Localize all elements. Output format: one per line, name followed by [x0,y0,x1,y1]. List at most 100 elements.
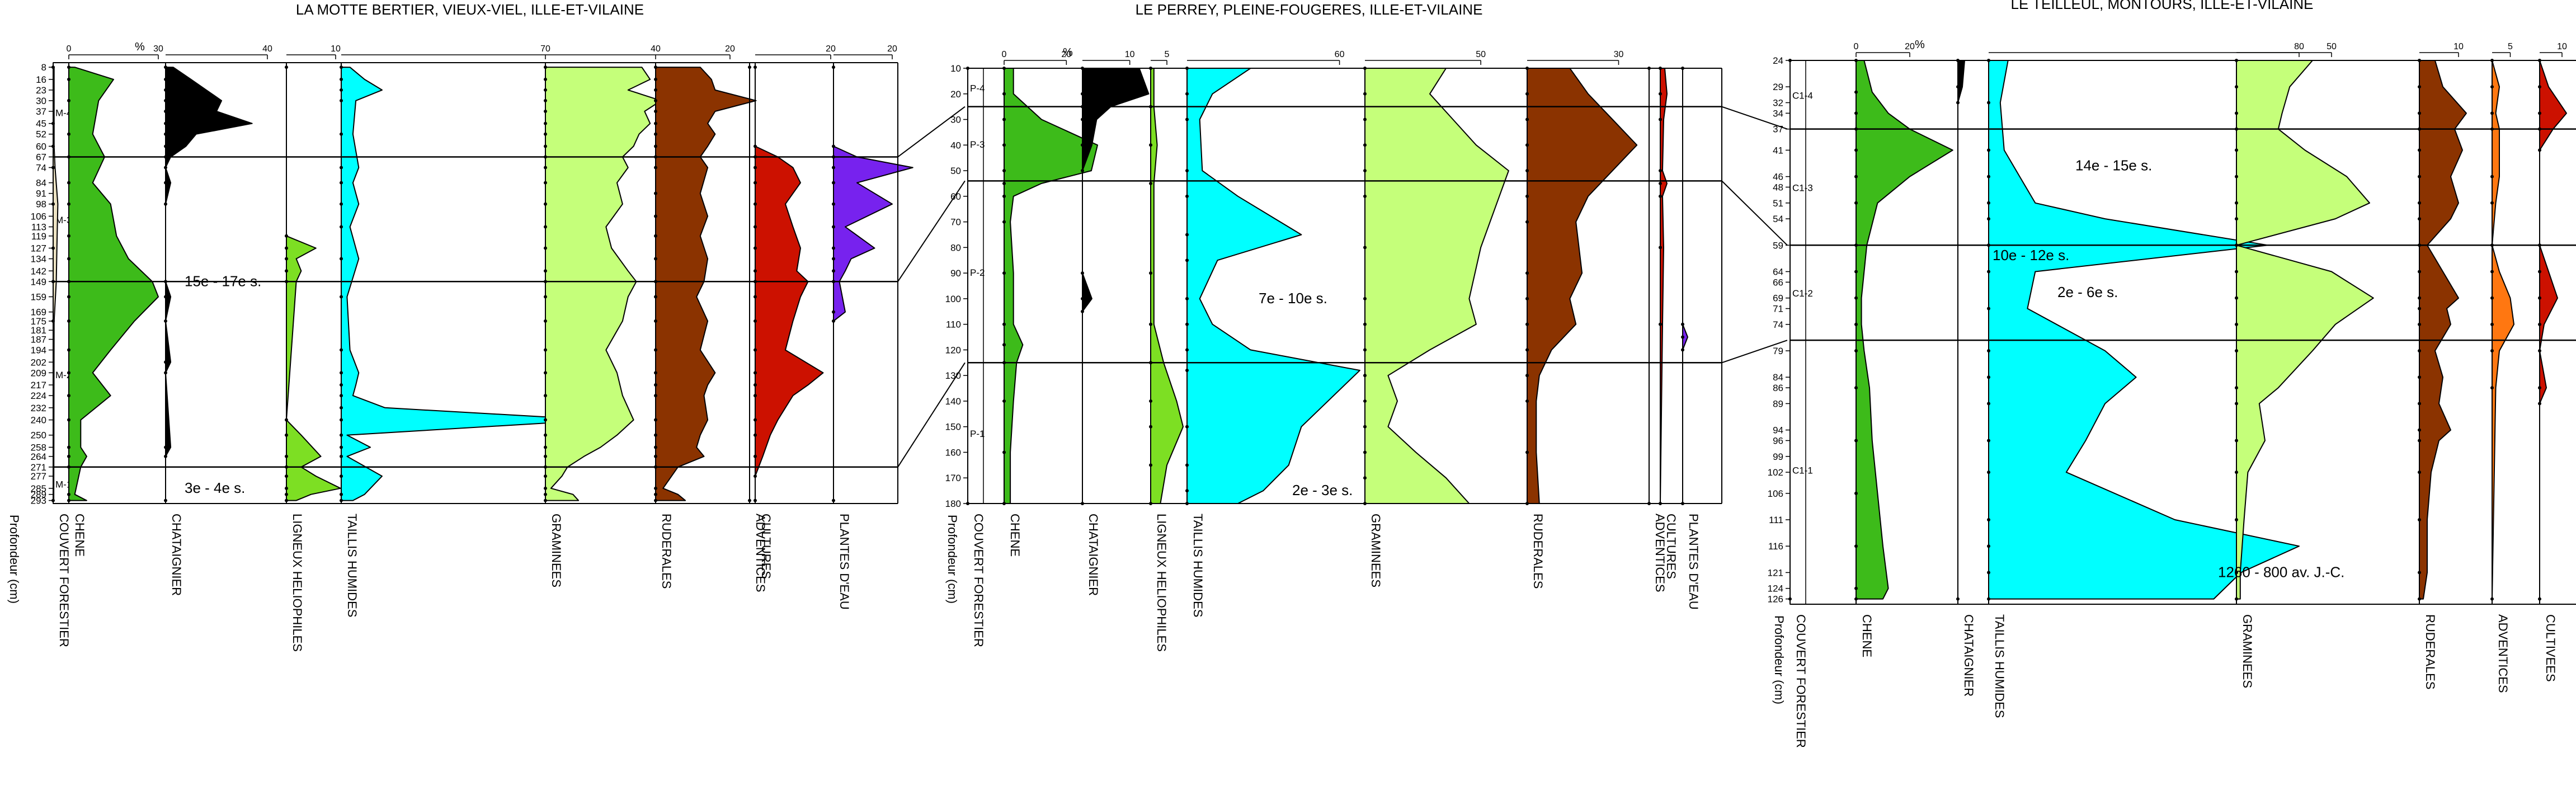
depth-axis-label: Profondeur (cm) [945,515,959,604]
depth-tick-label: 293 [31,496,46,506]
scale-tick-label: 40 [651,44,661,54]
correlation-line [897,362,966,468]
correlation-line [1721,340,1788,364]
series-area [1682,68,1688,504]
depth-tick-label: 54 [1773,214,1783,224]
scale-tick-label: 10 [1125,50,1135,59]
depth-tick-label: 187 [31,335,46,345]
depth-tick-label: 40 [950,140,961,150]
depth-tick-label: 24 [1773,55,1783,66]
depth-tick-label: 140 [945,396,961,407]
pollen-diagram-1: LA MOTTE BERTIER, VIEUX-VIEL, ILLE-ET-VI… [7,1,913,652]
depth-tick-label: 113 [31,222,46,232]
depth-tick-label: 180 [945,498,961,509]
depth-tick-label: 86 [1773,383,1783,393]
depth-tick-label: 48 [1773,182,1783,192]
depth-tick-label: 175 [31,316,46,327]
depth-tick-label: 67 [36,152,46,162]
depth-tick-label: 71 [1773,304,1783,314]
depth-tick-label: 8 [41,62,46,73]
depth-tick-label: 142 [31,266,46,276]
series-label: CHENE [1860,614,1874,657]
series-area [2236,60,2374,600]
chronology-annotation: 2e - 3e s. [1292,482,1353,498]
depth-tick-label: 102 [1768,467,1783,478]
series-label: GRAMINEES [1369,514,1383,587]
series-ligneux-heliophiles: 5 LIGNEUX HELIOPHILES [1149,50,1184,652]
depth-tick-label: 232 [31,403,46,413]
series-chataignier: 40 CHATAIGNIER [164,44,272,596]
depth-tick-label: 240 [31,415,46,426]
depth-tick-label: 111 [1769,515,1783,525]
depth-tick-label: 94 [1773,425,1783,436]
depth-tick-label: 120 [945,345,961,355]
depth-tick-label: 10 [950,63,961,74]
chronology-annotation: 2e - 6e s. [2057,284,2118,300]
depth-tick-label: 89 [1773,398,1783,409]
scale-tick-label: 10 [2557,42,2567,51]
depth-tick-label: 209 [31,368,46,378]
zone-label: C1-4 [1792,90,1813,101]
depth-tick-label: 59 [1773,240,1783,251]
depth-tick-label: 79 [1773,346,1783,356]
depth-tick-label: 66 [1773,277,1783,288]
series-plantes-d-eau: PLANTES D'EAU [1681,67,1701,610]
depth-tick-label: 106 [31,211,46,222]
depth-tick-label: 181 [31,325,46,336]
series-label: GRAMINEES [549,514,563,587]
series-label: ADVENTICES [2496,614,2510,693]
chronology-annotation: 14e - 15e s. [2075,157,2152,174]
series-area [755,67,824,501]
series-adventices: 5 ADVENTICES [2490,42,2514,693]
pollen-diagram-2: LE PERREY, PLEINE-FOUGERES, ILLE-ET-VILA… [945,1,1722,652]
depth-axis-label: Profondeur (cm) [7,515,21,604]
depth-tick-label: 159 [31,291,46,302]
depth-tick-label: 52 [36,129,46,140]
zone-label: P-3 [970,139,985,150]
series-area [1150,68,1184,504]
percent-sign: % [1063,46,1073,59]
series-area [1527,68,1638,504]
series-plantes-d-eau: 20 PLANTES D'EAU [832,44,913,610]
chronology-annotation: 3e - 4e s. [185,479,245,496]
series-label: LIGNEUX HELIOPHILES [290,514,304,652]
series-couvert-forestier: COUVERT FORESTIER [966,67,986,647]
scale-tick-label: 0 [1002,50,1007,59]
depth-tick-label: 264 [31,451,46,462]
scale-tick-label: 20 [725,44,735,54]
scale-tick-label: 40 [262,44,272,54]
percent-sign: % [1915,39,1925,51]
series-label: PLANTES D'EAU [837,514,851,610]
depth-tick-label: 23 [36,85,46,96]
depth-tick-label: 224 [31,391,46,401]
scale-tick-label: 20 [826,44,836,54]
series-cultures: CULTURES [1659,67,1678,579]
series-label: COUVERT FORESTIER [57,514,71,647]
series-couvert-forestier: COUVERT FORESTIER [51,63,71,647]
series-area [1856,60,1953,600]
scale-tick-label: 20 [887,44,897,54]
chronology-annotation: 15e - 17e s. [185,272,261,289]
series-taillis-humides: 70 TAILLIS HUMIDES [340,44,599,617]
depth-tick-label: 51 [1773,198,1783,209]
correlation-line [897,106,966,158]
chronology-annotation: 1260 - 800 av. J.-C. [2218,563,2344,580]
series-label: ADVENTICES [1653,514,1667,592]
zone-label: P-1 [970,429,985,439]
series-cultures: 20 CULTURES [754,44,836,579]
series-label: CHENE [73,514,87,557]
scale-tick-label: 10 [2453,42,2464,51]
depth-tick-label: 202 [31,357,46,368]
depth-tick-label: 84 [1773,372,1783,383]
diagram-title: LE PERREY, PLEINE-FOUGERES, ILLE-ET-VILA… [1136,1,1483,18]
series-label: ADVENTICES [754,514,767,592]
series-chataignier: CHATAIGNIER [1956,59,1976,697]
series-couvert-forestier: COUVERT FORESTIER [1788,59,1808,748]
series-label: CULTURES [759,514,773,579]
series-label: LIGNEUX HELIOPHILES [1155,514,1169,652]
series-graminees: 50 GRAMINEES [2235,42,2374,688]
series-area [68,67,159,501]
series-area [1364,68,1509,504]
depth-tick-label: 134 [31,254,46,265]
series-area [1660,68,1668,504]
